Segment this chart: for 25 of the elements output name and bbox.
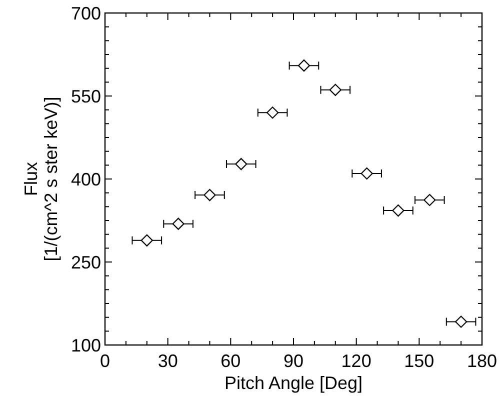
point <box>360 167 373 180</box>
point <box>392 204 404 217</box>
x-tick-label: 0 <box>100 351 110 371</box>
y-tick-label: 250 <box>70 252 101 272</box>
y-axis-title: Flux [1/(cm^2 s ster keV)] <box>21 96 61 262</box>
point <box>140 234 153 246</box>
x-tick-label: 90 <box>283 351 304 371</box>
y-tick-label: 400 <box>70 169 101 190</box>
x-tick-label: 30 <box>158 351 178 371</box>
point <box>235 158 248 170</box>
point <box>298 60 310 72</box>
point <box>424 194 436 206</box>
x-tick-label: 60 <box>220 351 241 371</box>
x-tick-label: 180 <box>466 351 498 371</box>
x-tick-label: 150 <box>404 351 434 371</box>
x-tick-label: 120 <box>341 351 372 371</box>
y-tick-label: 700 <box>70 3 101 24</box>
y-tick-label: 550 <box>70 86 101 106</box>
point <box>329 84 342 96</box>
point <box>172 218 184 230</box>
point <box>204 188 216 202</box>
point <box>266 106 279 119</box>
point <box>455 316 468 328</box>
x-axis-title: Pitch Angle [Deg] <box>224 373 363 393</box>
y-tick-label: 100 <box>70 335 101 356</box>
